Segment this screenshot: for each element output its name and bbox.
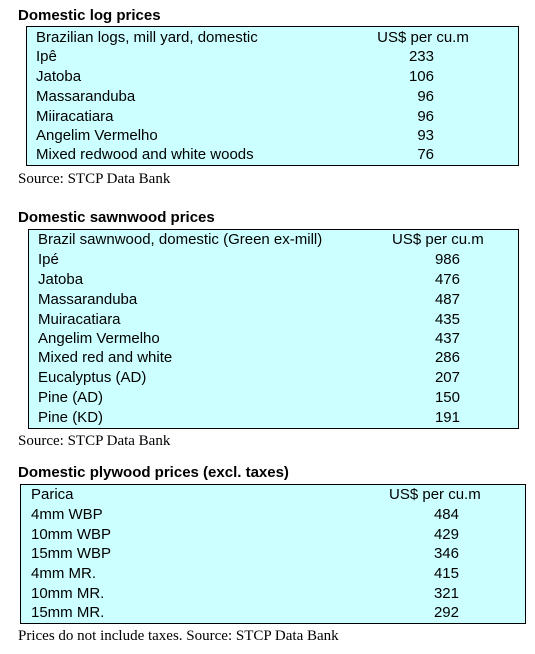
row-name: Angelim Vermelho: [38, 330, 160, 347]
table-row: 10mm MR. 321: [21, 584, 525, 604]
table-row: Muiracatiara 435: [29, 310, 518, 330]
log-prices-source: Source: STCP Data Bank: [18, 171, 171, 187]
table-row: Massaranduba 96: [27, 87, 518, 107]
table-row: Mixed redwood and white woods 76: [27, 145, 518, 165]
table-row: Mixed red and white 286: [29, 348, 518, 368]
sawnwood-prices-source: Source: STCP Data Bank: [18, 433, 171, 449]
row-value: 96: [417, 88, 434, 105]
row-value: 76: [417, 146, 434, 163]
header-unit: US$ per cu.m: [389, 486, 481, 503]
table-row: Miiracatiara 96: [27, 107, 518, 127]
row-name: Muiracatiara: [38, 311, 121, 328]
table-header: Brazil sawnwood, domestic (Green ex-mill…: [29, 230, 518, 250]
row-value: 191: [434, 409, 460, 426]
table-row: 15mm MR. 292: [21, 603, 525, 623]
row-value: 321: [433, 585, 459, 602]
row-value: 150: [434, 389, 460, 406]
plywood-prices-title: Domestic plywood prices (excl. taxes): [18, 464, 289, 481]
table-row: Ipé 986: [29, 250, 518, 270]
table-row: Angelim Vermelho 93: [27, 126, 518, 146]
row-name: 10mm MR.: [31, 585, 105, 602]
table-row: 15mm WBP 346: [21, 544, 525, 564]
header-label: Brazil sawnwood, domestic (Green ex-mill…: [38, 231, 323, 248]
row-name: Mixed red and white: [38, 349, 173, 366]
row-value: 435: [434, 311, 460, 328]
header-label: Parica: [31, 486, 74, 503]
table-row: Pine (KD) 191: [29, 408, 518, 428]
table-row: Jatoba 476: [29, 270, 518, 290]
row-name: Mixed redwood and white woods: [36, 146, 254, 163]
header-unit: US$ per cu.m: [392, 231, 484, 248]
row-value: 484: [433, 506, 459, 523]
table-row: 4mm WBP 484: [21, 505, 525, 525]
plywood-prices-source: Prices do not include taxes. Source: STC…: [18, 628, 339, 644]
row-name: Jatoba: [38, 271, 84, 288]
row-name: Massaranduba: [38, 291, 138, 308]
log-prices-title: Domestic log prices: [18, 7, 161, 24]
row-name: 15mm MR.: [31, 604, 105, 621]
row-name: Eucalyptus (AD): [38, 369, 147, 386]
plywood-prices-table: Parica US$ per cu.m 4mm WBP 484 10mm WBP…: [20, 484, 526, 624]
table-row: Jatoba 106: [27, 67, 518, 87]
table-header: Parica US$ per cu.m: [21, 485, 525, 505]
row-name: Jatoba: [36, 68, 82, 85]
row-value: 487: [434, 291, 460, 308]
row-name: Pine (AD): [38, 389, 104, 406]
table-row: Pine (AD) 150: [29, 388, 518, 408]
row-value: 437: [434, 330, 460, 347]
table-row: Ipê 233: [27, 47, 518, 67]
sawnwood-prices-table: Brazil sawnwood, domestic (Green ex-mill…: [28, 229, 519, 429]
row-value: 96: [417, 108, 434, 125]
row-value: 429: [433, 526, 459, 543]
table-row: Eucalyptus (AD) 207: [29, 368, 518, 388]
row-value: 286: [434, 349, 460, 366]
table-row: Angelim Vermelho 437: [29, 329, 518, 349]
row-name: 10mm WBP: [31, 526, 112, 543]
row-value: 292: [433, 604, 459, 621]
table-row: 10mm WBP 429: [21, 525, 525, 545]
row-name: 15mm WBP: [31, 545, 112, 562]
sawnwood-prices-title: Domestic sawnwood prices: [18, 209, 215, 226]
row-value: 415: [433, 565, 459, 582]
row-name: Angelim Vermelho: [36, 127, 158, 144]
row-value: 106: [408, 68, 434, 85]
row-value: 476: [434, 271, 460, 288]
row-name: 4mm WBP: [31, 506, 103, 523]
row-value: 93: [417, 127, 434, 144]
log-prices-table: Brazilian logs, mill yard, domestic US$ …: [26, 26, 519, 166]
table-header: Brazilian logs, mill yard, domestic US$ …: [27, 28, 518, 48]
header-label: Brazilian logs, mill yard, domestic: [36, 29, 258, 46]
header-unit: US$ per cu.m: [377, 29, 469, 46]
row-name: 4mm MR.: [31, 565, 96, 582]
table-row: Massaranduba 487: [29, 290, 518, 310]
row-name: Ipê: [36, 48, 57, 65]
row-value: 207: [434, 369, 460, 386]
row-value: 233: [408, 48, 434, 65]
row-name: Miiracatiara: [36, 108, 114, 125]
row-value: 346: [433, 545, 459, 562]
row-name: Massaranduba: [36, 88, 136, 105]
row-value: 986: [434, 251, 460, 268]
row-name: Ipé: [38, 251, 59, 268]
row-name: Pine (KD): [38, 409, 104, 426]
table-row: 4mm MR. 415: [21, 564, 525, 584]
